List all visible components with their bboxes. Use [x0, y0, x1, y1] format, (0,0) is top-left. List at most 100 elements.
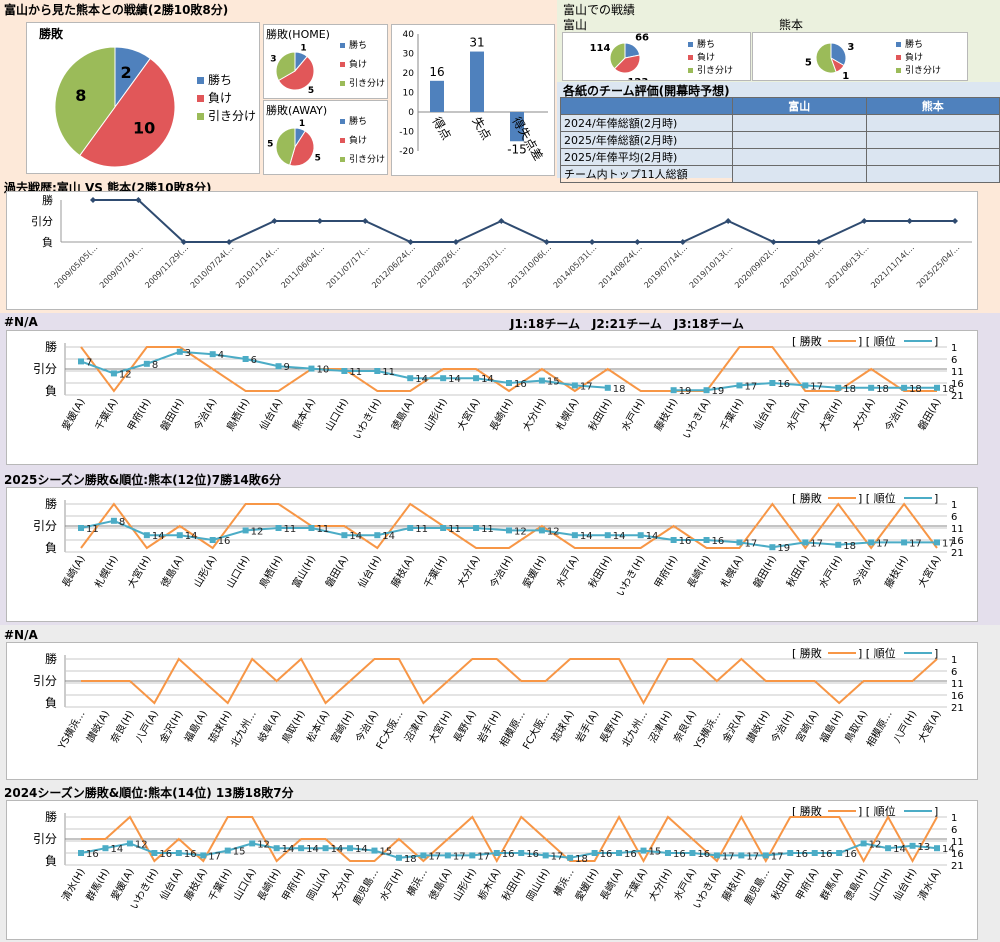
pie-slice	[79, 57, 176, 168]
eval-row: チーム内トップ11人総額	[560, 165, 1000, 183]
eval-row-label: 2024/年俸総額(2月時)	[560, 114, 733, 132]
y-label: 負	[45, 696, 57, 710]
x-tick-label: 水戸(H)	[619, 396, 647, 433]
y-label: 引分	[31, 214, 53, 228]
x-tick-label: 磐田(A)	[915, 396, 944, 433]
x-tick-label: 長崎(H)	[684, 553, 713, 590]
bar-data-label: 31	[469, 36, 484, 50]
x-tick-label: 2010/11/14(…	[234, 243, 281, 290]
x-tick-label: 2014/05/31(…	[552, 243, 599, 290]
y-tick-label: -20	[399, 147, 414, 157]
x-tick-label: 鳥取(H)	[279, 708, 308, 745]
pie-slice	[275, 127, 296, 166]
rank-data-label: 12	[135, 839, 148, 850]
x-tick-label: 愛媛(H)	[572, 866, 601, 903]
eval-header-row: 富山 熊本	[560, 97, 1000, 115]
x-tick-label: 藤枝(H)	[651, 396, 680, 433]
x-tick-label: 松本(A)	[304, 708, 333, 745]
rank-marker	[374, 368, 381, 374]
result-marker	[725, 218, 732, 224]
x-tick-label: 得点	[429, 114, 454, 142]
x-tick-label: 長崎(A)	[59, 553, 88, 590]
result-line	[80, 502, 938, 550]
rank-data-label: 11	[349, 367, 362, 378]
rank-data-label: 16	[820, 849, 833, 860]
pie-data-label: 8	[75, 86, 86, 105]
y-tick-label: -10	[399, 128, 414, 138]
rank-marker	[835, 384, 842, 391]
rank-tick-label: 21	[951, 861, 964, 872]
rank-tick-label: 6	[951, 825, 957, 836]
rank-data-label: 12	[257, 839, 270, 850]
y-label: 勝	[45, 339, 57, 354]
rank-marker	[901, 384, 908, 391]
rank-marker	[835, 541, 842, 548]
eval-row: 2025/年俸平均(2月時)	[560, 148, 1000, 166]
x-tick-label: 岡山(A)	[304, 866, 332, 902]
pie-slice	[277, 55, 315, 91]
x-tick-label: 大分(H)	[520, 396, 549, 433]
rank-data-label: 14	[415, 374, 428, 385]
rank-data-label: 17	[744, 538, 757, 549]
rank-data-label: 14	[349, 531, 362, 542]
pie-data-label: 123	[627, 77, 648, 80]
x-tick-label: 岩手(A)	[573, 708, 602, 745]
s4-panel: 勝引分負 1 6 11 16 21[ 勝敗] [ 順位] 16 14 12 16 16 17 15 12 1…	[6, 800, 978, 940]
legend: [ 勝敗] [ 順位]	[792, 646, 938, 660]
main-pie-title: 勝敗	[39, 27, 64, 41]
rank-marker	[347, 845, 354, 852]
x-tick-label: 2009/07/19(…	[98, 243, 145, 290]
rank-data-label: 14	[646, 531, 659, 542]
y-label: 引分	[33, 519, 57, 533]
x-tick-label: 2011/06/04(…	[279, 243, 326, 290]
result-marker	[906, 218, 913, 224]
legend-end: ]	[934, 805, 938, 818]
rank-tick-label: 11	[951, 367, 964, 378]
rank-data-label: 16	[624, 849, 637, 860]
rank-marker	[664, 850, 671, 856]
rank-data-label: 12	[119, 369, 132, 380]
rank-marker	[143, 360, 150, 367]
rank-marker	[102, 845, 109, 852]
pie-data-label: 5	[267, 139, 273, 149]
x-tick-label: 藤枝(H)	[719, 866, 748, 903]
legend-label-result: [ 勝敗	[792, 334, 822, 348]
legend-label: 引き分け	[905, 65, 941, 76]
legend-swatch	[340, 62, 345, 67]
legend-swatch	[896, 42, 901, 47]
x-tick-label: 水戸(A)	[554, 553, 582, 589]
pie-slice	[815, 42, 837, 74]
rank-marker	[616, 850, 623, 856]
rank-marker	[126, 840, 133, 847]
x-tick-label: 奈良(A)	[670, 708, 699, 745]
pie-data-label: 10	[133, 118, 155, 137]
x-tick-label: 大分(A)	[454, 553, 483, 590]
x-tick-label: 藤枝(A)	[388, 553, 417, 590]
y-tick-label: 10	[403, 89, 415, 99]
x-tick-label: 今治(H)	[882, 396, 911, 433]
rank-data-label: 14	[382, 531, 395, 542]
legend-label: 引き分け	[208, 109, 256, 123]
x-tick-label: 奈良(H)	[108, 708, 137, 745]
rank-marker	[78, 850, 84, 856]
rank-data-label: 18	[843, 384, 856, 395]
eval-row-label: 2025/年俸総額(2月時)	[560, 131, 733, 149]
rank-line	[80, 842, 938, 859]
rank-tick-label: 11	[951, 679, 964, 690]
x-tick-label: 仙台(A)	[157, 866, 186, 903]
y-tick-label: 20	[403, 69, 415, 79]
x-tick-label: いわき(H)	[351, 396, 384, 441]
x-tick-label: 長野(H)	[598, 708, 626, 745]
bar-data-label: -15	[507, 142, 527, 156]
rank-data-label: 14	[448, 374, 461, 385]
rank-data-label: 4	[218, 350, 224, 361]
x-tick-label: 長崎(A)	[597, 866, 626, 903]
rank-data-label: 12	[547, 526, 560, 537]
x-tick-label: 大宮(A)	[454, 396, 483, 433]
rank-data-label: 3	[185, 348, 191, 359]
bar	[470, 51, 484, 112]
legend-swatch	[896, 55, 901, 60]
s4-title: 2024シーズン勝敗&順位:熊本(14位) 13勝18敗7分	[4, 786, 294, 800]
x-tick-label: 今治(H)	[487, 553, 516, 590]
summary-title: 富山から見た熊本との戦績(2勝10敗8分)	[4, 3, 229, 17]
